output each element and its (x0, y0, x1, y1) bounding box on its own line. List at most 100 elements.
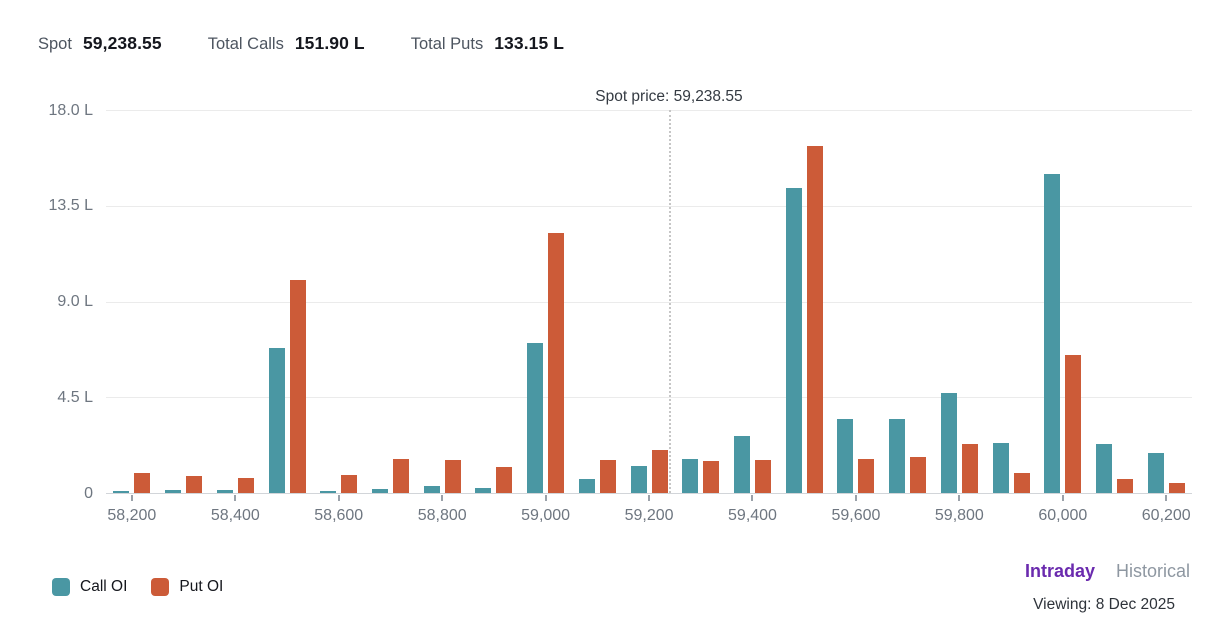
call-oi-bar-59600[interactable] (837, 418, 854, 493)
x-slot-58900 (468, 494, 520, 536)
x-axis-tick (234, 495, 237, 501)
call-oi-bar-60000[interactable] (1044, 173, 1061, 493)
x-axis-tick-label: 60,000 (1038, 507, 1088, 524)
put-oi-swatch (151, 578, 170, 596)
x-axis-tick (958, 495, 961, 501)
put-oi-bar-58600[interactable] (341, 474, 358, 493)
call-oi-bar-58400[interactable] (216, 489, 233, 493)
put-oi-bar-59500[interactable] (806, 146, 823, 493)
call-oi-bar-59900[interactable] (992, 443, 1009, 493)
x-slot-59200: 59,200 (623, 494, 675, 536)
bar-group-58600 (313, 110, 365, 493)
call-oi-bar-59400[interactable] (733, 435, 750, 493)
put-oi-bar-58200[interactable] (134, 472, 151, 493)
call-oi-bar-60200[interactable] (1147, 452, 1164, 493)
put-oi-bar-59800[interactable] (961, 444, 978, 493)
total-calls-stat: Total Calls 151.90 L (208, 33, 365, 54)
bar-group-58800 (416, 110, 468, 493)
call-oi-bar-60100[interactable] (1096, 444, 1113, 493)
put-oi-bar-58900[interactable] (496, 467, 513, 493)
spot-price-line (668, 110, 671, 493)
bar-group-59000 (520, 110, 572, 493)
x-slot-58700 (365, 494, 417, 536)
put-oi-bar-58700[interactable] (392, 458, 409, 493)
x-slot-58600: 58,600 (313, 494, 365, 536)
x-slot-59900 (985, 494, 1037, 536)
call-oi-swatch (52, 578, 70, 596)
bar-group-58500 (261, 110, 313, 493)
y-axis-tick-label: 4.5 L (57, 388, 93, 406)
bar-group-58900 (468, 110, 520, 493)
call-oi-bar-59200[interactable] (630, 466, 647, 493)
call-oi-bar-59500[interactable] (785, 187, 802, 493)
x-axis-tick (1061, 495, 1064, 501)
x-axis-tick (1165, 495, 1168, 501)
call-oi-bar-58300[interactable] (165, 489, 182, 493)
bar-group-60200 (1140, 110, 1192, 493)
bar-group-59400 (727, 110, 779, 493)
put-oi-bar-59000[interactable] (548, 233, 565, 493)
call-oi-bar-59800[interactable] (940, 393, 957, 493)
legend-item-call-oi[interactable]: Call OI (52, 578, 127, 596)
x-axis-tick (441, 495, 444, 501)
x-slot-59600: 59,600 (830, 494, 882, 536)
bars-layer (106, 110, 1192, 493)
x-slot-58300 (158, 494, 210, 536)
x-axis-tick-label: 58,800 (417, 507, 467, 524)
call-oi-bar-58700[interactable] (371, 488, 388, 493)
tab-intraday[interactable]: Intraday (1024, 561, 1095, 581)
bar-group-59800 (934, 110, 986, 493)
call-oi-bar-59300[interactable] (682, 458, 699, 493)
view-toggle: Intraday Historical (1025, 561, 1190, 582)
put-oi-bar-59700[interactable] (910, 456, 927, 493)
x-axis-tick (854, 495, 857, 501)
call-oi-bar-58900[interactable] (475, 487, 492, 493)
call-oi-bar-59000[interactable] (527, 343, 544, 493)
x-slot-60200: 60,200 (1140, 494, 1192, 536)
put-oi-bar-58500[interactable] (289, 280, 306, 493)
total-puts-stat: Total Puts 133.15 L (411, 33, 564, 54)
put-oi-bar-58800[interactable] (444, 460, 461, 493)
call-oi-bar-58800[interactable] (423, 485, 440, 493)
call-oi-bar-58200[interactable] (113, 490, 130, 493)
put-oi-bar-60100[interactable] (1117, 479, 1134, 493)
call-oi-bar-58500[interactable] (268, 348, 285, 493)
viewing-date: Viewing: 8 Dec 2025 (1033, 596, 1175, 613)
plot-area: 18.0 L 13.5 L 9.0 L 4.5 L 0 Spot price: 59,2… (49, 88, 1192, 502)
tab-historical[interactable]: Historical (1115, 561, 1190, 581)
x-axis-tick-label: 58,200 (107, 507, 157, 524)
put-oi-bar-58300[interactable] (186, 475, 203, 493)
bar-group-60000 (1037, 110, 1089, 493)
bar-group-59700 (882, 110, 934, 493)
x-slot-59300 (675, 494, 727, 536)
x-axis-tick-label: 58,600 (314, 507, 364, 524)
call-oi-bar-59700[interactable] (889, 418, 906, 493)
x-axis-tick-label: 58,400 (210, 507, 260, 524)
put-oi-bar-59400[interactable] (754, 460, 771, 493)
put-oi-bar-60000[interactable] (1065, 354, 1082, 493)
x-slot-60100 (1089, 494, 1141, 536)
call-oi-label: Call OI (80, 578, 128, 595)
spot-label: Spot (38, 35, 72, 53)
x-axis-tick-label: 59,800 (934, 507, 984, 524)
put-oi-bar-60200[interactable] (1168, 483, 1185, 493)
put-oi-bar-59600[interactable] (858, 458, 875, 493)
x-axis-tick (544, 495, 547, 501)
x-axis: 58,200 58,400 58,600 58,800 59,000 59,200 59,4… (106, 494, 1192, 536)
put-oi-bar-59300[interactable] (703, 461, 720, 493)
spot-stat: Spot 59,238.55 (38, 33, 162, 54)
bar-group-59200 (623, 110, 675, 493)
x-slot-59100 (571, 494, 623, 536)
put-oi-bar-59100[interactable] (599, 460, 616, 493)
legend-item-put-oi[interactable]: Put OI (151, 578, 223, 596)
gridline: 18.0 L (49, 102, 1192, 119)
y-axis-tick-label: 13.5 L (48, 197, 93, 215)
bar-group-58200 (106, 110, 158, 493)
put-oi-bar-59900[interactable] (1013, 472, 1030, 493)
total-puts-label: Total Puts (410, 35, 484, 53)
put-oi-bar-58400[interactable] (237, 478, 254, 493)
put-oi-bar-59200[interactable] (651, 450, 668, 493)
call-oi-bar-59100[interactable] (578, 479, 595, 493)
call-oi-bar-58600[interactable] (320, 490, 337, 493)
x-slot-58800: 58,800 (416, 494, 468, 536)
